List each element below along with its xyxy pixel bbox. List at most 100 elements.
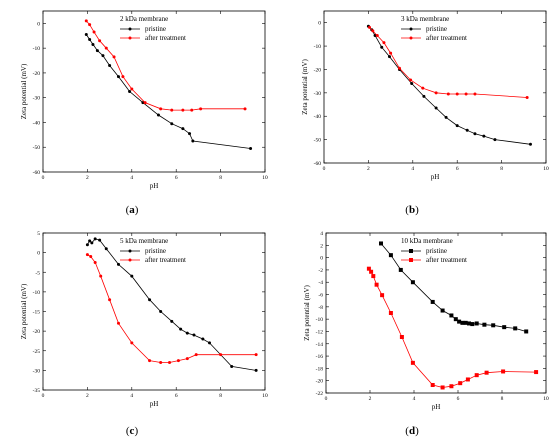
x-tick-label: 4 bbox=[413, 396, 416, 402]
y-tick-label: -22 bbox=[316, 391, 324, 397]
x-tick-label: 2 bbox=[369, 396, 372, 402]
legend-title: 10 kDa membrane bbox=[401, 237, 453, 245]
data-point bbox=[179, 327, 183, 331]
legend-swatch-marker bbox=[128, 249, 132, 253]
y-tick-label: -35 bbox=[33, 388, 41, 394]
data-point bbox=[434, 91, 438, 95]
y-tick-label: -40 bbox=[33, 120, 41, 126]
data-point bbox=[112, 55, 116, 59]
y-tick-label: -2 bbox=[318, 268, 323, 274]
series-line-pristine bbox=[368, 25, 531, 145]
legend-swatch-marker bbox=[409, 36, 413, 40]
data-point bbox=[434, 106, 438, 110]
data-point bbox=[422, 94, 426, 98]
data-point bbox=[474, 321, 479, 326]
data-point bbox=[201, 337, 205, 341]
y-tick-label: -30 bbox=[33, 96, 41, 102]
data-point bbox=[159, 361, 163, 365]
y-tick-label: -20 bbox=[33, 329, 41, 335]
data-point bbox=[449, 313, 454, 318]
legend-swatch-marker bbox=[128, 36, 132, 40]
x-tick-label: 10 bbox=[262, 393, 268, 399]
data-point bbox=[230, 364, 234, 368]
data-point bbox=[98, 39, 102, 43]
data-point bbox=[92, 30, 96, 34]
data-point bbox=[159, 310, 163, 313]
data-point bbox=[141, 101, 145, 105]
data-point bbox=[534, 370, 539, 375]
y-tick-label: -8 bbox=[318, 305, 323, 311]
data-point bbox=[88, 239, 92, 243]
y-tick-label: 2 bbox=[320, 243, 323, 249]
data-point bbox=[194, 353, 198, 357]
y-tick-label: 0 bbox=[37, 251, 40, 257]
data-point bbox=[99, 274, 103, 278]
data-point bbox=[121, 75, 125, 79]
data-point bbox=[190, 108, 194, 112]
x-tick-label: 4 bbox=[411, 166, 414, 172]
data-point bbox=[93, 237, 97, 241]
data-point bbox=[156, 113, 160, 117]
data-point bbox=[243, 107, 247, 111]
y-tick-label: -20 bbox=[33, 71, 41, 77]
panel-label-d: (d) bbox=[405, 425, 419, 437]
x-tick-label: 0 bbox=[42, 393, 45, 399]
data-point bbox=[388, 311, 393, 315]
y-tick-label: -6 bbox=[318, 293, 323, 299]
data-point bbox=[366, 266, 371, 271]
y-tick-label: -20 bbox=[316, 379, 324, 385]
data-point bbox=[430, 383, 435, 387]
data-point bbox=[382, 41, 386, 45]
y-axis-label: Zeta potential (mV) bbox=[20, 63, 28, 119]
x-axis-label: pH bbox=[432, 403, 441, 411]
data-point bbox=[108, 298, 112, 302]
data-point bbox=[501, 369, 506, 374]
legend-entry: pristine bbox=[426, 25, 447, 33]
data-point bbox=[168, 361, 172, 365]
data-point bbox=[430, 299, 435, 304]
legend-swatch-marker bbox=[409, 258, 413, 262]
y-tick-label: -40 bbox=[314, 114, 322, 120]
data-point bbox=[455, 92, 459, 96]
legend-entry: after treatment bbox=[145, 34, 186, 42]
data-point bbox=[379, 241, 383, 246]
data-point bbox=[491, 323, 496, 328]
legend-entry: after treatment bbox=[426, 34, 467, 42]
data-point bbox=[484, 370, 489, 375]
data-point bbox=[464, 92, 468, 96]
data-point bbox=[465, 377, 470, 382]
y-tick-label: -60 bbox=[314, 161, 322, 167]
panel-label-b: (b) bbox=[405, 204, 419, 216]
data-point bbox=[455, 124, 459, 128]
data-point bbox=[170, 319, 174, 323]
x-tick-label: 0 bbox=[325, 396, 328, 402]
y-tick-label: 5 bbox=[37, 231, 40, 237]
x-tick-label: 2 bbox=[367, 166, 370, 172]
series-line-pristine bbox=[85, 34, 251, 149]
legend-entry: pristine bbox=[426, 247, 447, 255]
data-point bbox=[108, 63, 112, 67]
series-line-after-treatment bbox=[87, 254, 257, 363]
y-tick-label: -30 bbox=[314, 91, 322, 97]
plot-frame bbox=[323, 10, 547, 164]
data-point bbox=[159, 107, 163, 111]
data-point bbox=[380, 45, 384, 49]
data-point bbox=[130, 87, 134, 91]
data-point bbox=[148, 298, 152, 302]
data-point bbox=[457, 319, 462, 324]
y-tick-label: -4 bbox=[318, 280, 323, 286]
y-tick-label: -25 bbox=[33, 349, 41, 355]
x-tick-label: 8 bbox=[501, 396, 504, 402]
legend-swatch-marker bbox=[409, 249, 413, 253]
data-point bbox=[474, 373, 479, 378]
data-point bbox=[116, 321, 120, 325]
x-axis-label: pH bbox=[150, 182, 159, 190]
y-tick-label: -15 bbox=[33, 310, 41, 316]
data-point bbox=[104, 247, 108, 251]
x-tick-label: 6 bbox=[457, 396, 460, 402]
data-point bbox=[170, 108, 174, 112]
data-point bbox=[90, 241, 94, 245]
data-point bbox=[254, 368, 258, 372]
chart-panel-c: 0 2 4 6 8 10 5 0 -5 -10 -15 -20 -25 -30 -35 pH Zeta pote… bbox=[20, 231, 268, 408]
x-tick-label: 6 bbox=[175, 393, 178, 399]
